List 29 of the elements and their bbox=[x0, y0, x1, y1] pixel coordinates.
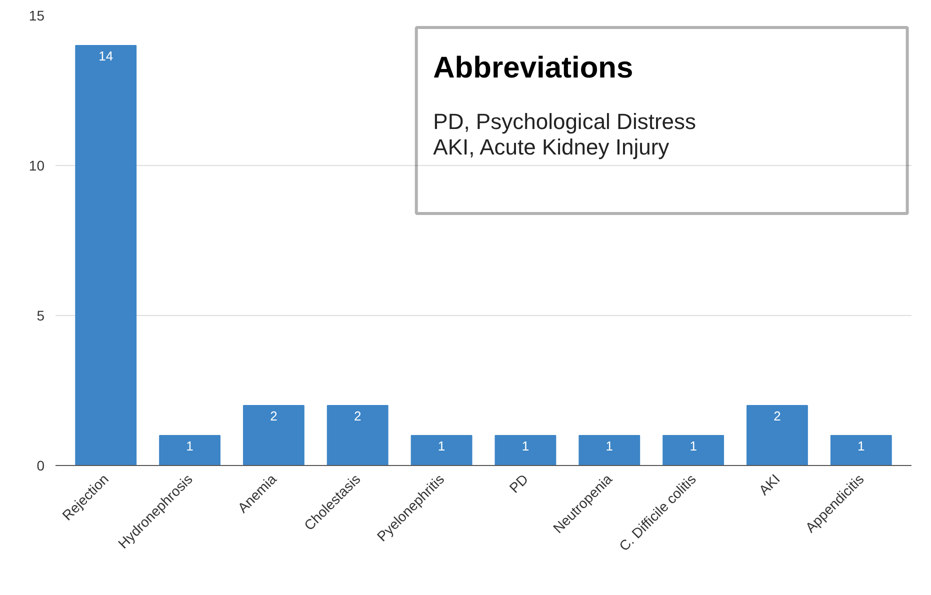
annotation: Abbreviations bbox=[433, 52, 634, 84]
data-label: 2 bbox=[270, 408, 278, 424]
data-label: 1 bbox=[438, 438, 446, 454]
bar bbox=[75, 45, 137, 466]
y-tick-label: 10 bbox=[28, 158, 45, 174]
bar bbox=[830, 435, 892, 466]
data-label: 2 bbox=[774, 408, 781, 424]
data-label: 1 bbox=[522, 438, 530, 454]
bar bbox=[159, 435, 220, 466]
bar bbox=[578, 435, 640, 466]
data-label: 1 bbox=[858, 438, 865, 454]
annotation: PD, Psychological Distress bbox=[433, 109, 696, 134]
data-label: 1 bbox=[186, 438, 194, 454]
bar bbox=[662, 435, 724, 466]
annotation: AKI, Acute Kidney Injury bbox=[433, 134, 670, 160]
bar bbox=[746, 405, 808, 466]
y-tick-label: 15 bbox=[28, 8, 45, 24]
data-label: 14 bbox=[98, 48, 114, 64]
bar bbox=[410, 435, 472, 466]
x-tick-label: PD bbox=[506, 470, 532, 496]
data-label: 2 bbox=[354, 408, 362, 424]
x-tick-label: AKI bbox=[756, 470, 783, 498]
bar bbox=[494, 435, 556, 466]
data-label: 1 bbox=[690, 438, 697, 454]
bar bbox=[326, 405, 388, 466]
bar bbox=[242, 405, 304, 466]
y-tick-label: 0 bbox=[36, 458, 45, 474]
data-label: 1 bbox=[606, 438, 613, 454]
y-tick-label: 5 bbox=[36, 308, 45, 324]
